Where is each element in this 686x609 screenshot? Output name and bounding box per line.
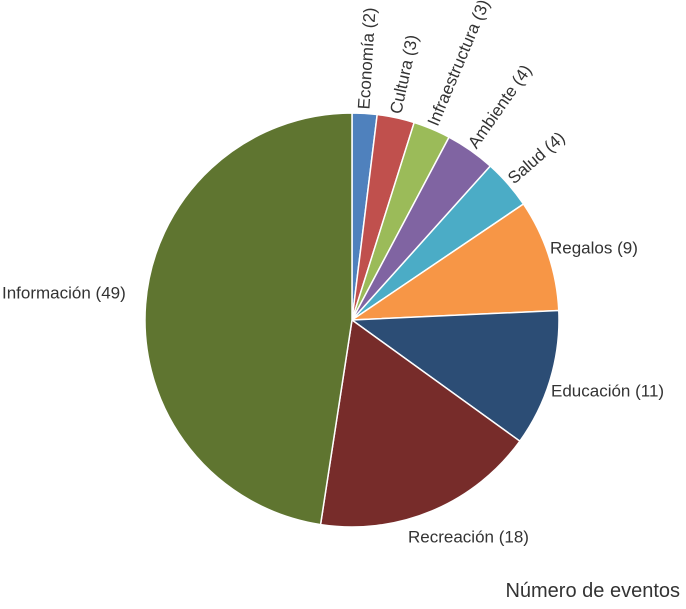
pie-slice-educacion [349,309,560,443]
pie-label-regalos: Regalos (9) [550,238,638,257]
pie-label-recreacion: Recreación (18) [408,527,529,546]
pie-label-infraestructura: Infraestructura (3) [424,0,494,129]
pie-label-salud: Salud (4) [504,128,568,188]
pie-slice-informacion [144,112,353,526]
pie-label-ambiente: Ambiente (4) [464,61,535,152]
pie-slice-regalos [349,202,560,321]
pie-label-informacion: Información (49) [2,283,126,302]
pie-label-economia: Economía (2) [354,7,379,110]
pie-label-cultura: Cultura (3) [386,33,422,116]
pie-slice-recreacion [319,318,521,528]
pie-label-educacion: Educación (11) [551,381,664,400]
chart-caption: Número de eventos [505,580,680,602]
pie-slices [144,112,560,528]
